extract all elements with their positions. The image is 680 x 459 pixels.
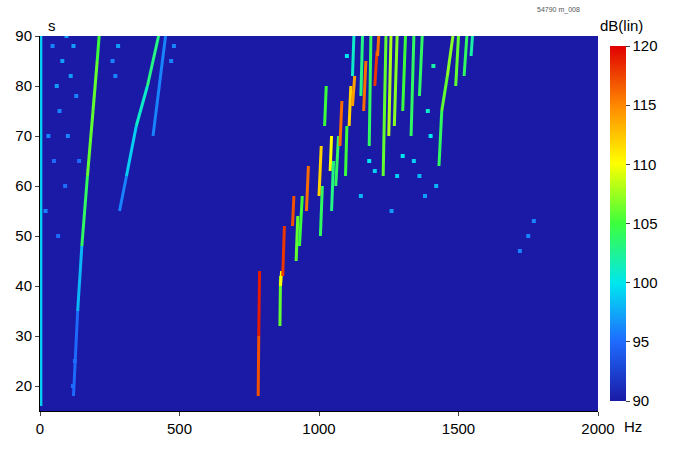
svg-text:120: 120 <box>633 37 658 54</box>
svg-text:70: 70 <box>15 127 32 144</box>
svg-text:500: 500 <box>167 420 192 437</box>
svg-text:50: 50 <box>15 227 32 244</box>
svg-text:105: 105 <box>633 215 658 232</box>
svg-text:30: 30 <box>15 327 32 344</box>
svg-text:80: 80 <box>15 77 32 94</box>
svg-text:s: s <box>48 17 56 34</box>
svg-text:Hz: Hz <box>624 418 642 435</box>
svg-text:1500: 1500 <box>442 420 475 437</box>
svg-text:54790 m_008: 54790 m_008 <box>537 6 580 14</box>
svg-text:115: 115 <box>633 96 657 113</box>
svg-text:100: 100 <box>633 274 658 291</box>
svg-text:1000: 1000 <box>302 420 335 437</box>
svg-text:110: 110 <box>633 156 657 173</box>
svg-text:dB(lin): dB(lin) <box>600 17 643 34</box>
svg-text:95: 95 <box>633 333 650 350</box>
svg-text:90: 90 <box>633 392 650 409</box>
svg-text:90: 90 <box>15 27 32 44</box>
svg-text:20: 20 <box>15 377 32 394</box>
svg-text:60: 60 <box>15 177 32 194</box>
svg-text:0: 0 <box>36 420 44 437</box>
svg-text:2000: 2000 <box>581 420 614 437</box>
svg-text:40: 40 <box>15 277 32 294</box>
